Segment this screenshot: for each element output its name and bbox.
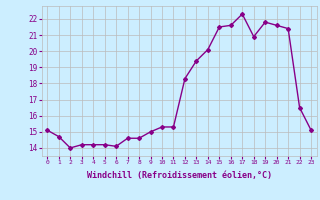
X-axis label: Windchill (Refroidissement éolien,°C): Windchill (Refroidissement éolien,°C) xyxy=(87,171,272,180)
